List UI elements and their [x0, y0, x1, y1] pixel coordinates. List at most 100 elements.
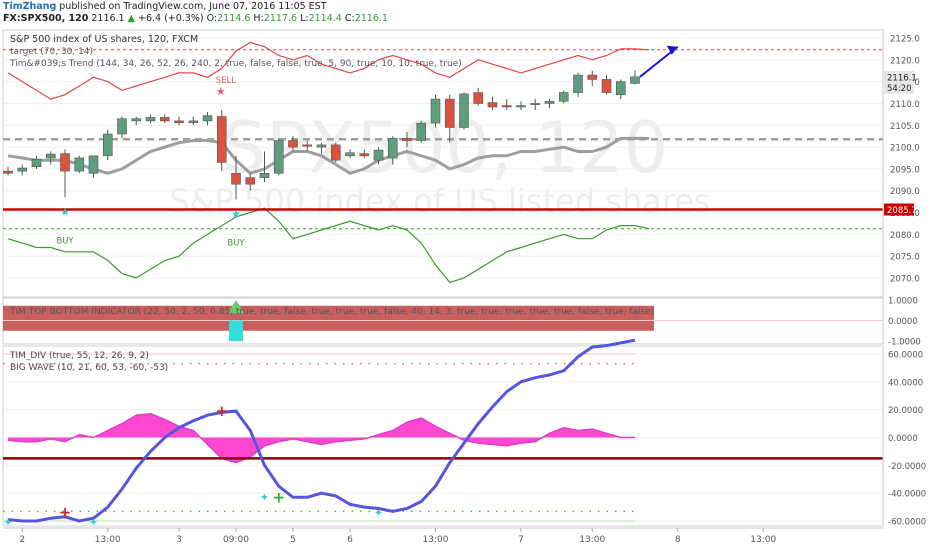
candle [17, 167, 28, 172]
buy-label: BUY [227, 238, 245, 248]
price-tick-label: 2095.0 [890, 165, 920, 175]
candle [188, 120, 199, 123]
main-overlay: ★SELL★BUY★BUY [56, 45, 679, 248]
price-label: 2116.1 [887, 73, 917, 83]
price-label: 54:20 [887, 84, 912, 94]
osc-tick-label: 0.0000 [888, 317, 918, 327]
arrow-head-icon [666, 45, 678, 55]
close-value: 2116.1 [354, 13, 388, 24]
candle [373, 149, 384, 161]
candle [302, 144, 313, 147]
price-tick-label: 2110.0 [890, 100, 920, 110]
main-indicator-lines [3, 41, 883, 284]
close-label: C: [344, 13, 355, 24]
main-grid [3, 37, 883, 279]
cyan-star-icon: ✦ [374, 506, 383, 519]
osc-top-triangle-icon [228, 300, 244, 314]
candle [573, 74, 583, 93]
time-tick-label: 13:00 [579, 535, 605, 545]
candle [601, 79, 612, 93]
low-value: 2114.4 [308, 13, 342, 24]
candle [3, 170, 13, 174]
osc-axis: 1.0000 0.0000 -1.0000 [882, 297, 921, 348]
red-plus-icon: + [215, 402, 228, 420]
top-bottom-indicator [3, 300, 883, 341]
quote-line: FX:SPX500, 120 2116.1 ▲ +6.4 (+0.3%) O:2… [3, 13, 388, 25]
price-tick-label: 2080.0 [890, 231, 920, 241]
divergence-lines: +++✦ ✦✦✦ [3, 338, 883, 529]
publish-text: published on TradingView.com, June 07, 2… [59, 1, 327, 12]
div-tick-label: -20.0000 [888, 462, 926, 472]
candle [330, 144, 341, 161]
green-plus-icon: + [272, 488, 285, 506]
legend-target: target (70, 30, 14) [10, 47, 93, 57]
buy-star-icon: ★ [60, 205, 70, 218]
price-change: +6.4 (+0.3%) [137, 13, 204, 24]
candle [174, 120, 184, 123]
candles [3, 70, 640, 200]
div-tick-label: 40.0000 [888, 378, 923, 388]
price-label-box [884, 203, 914, 216]
price-axis[interactable]: 2070.02075.02080.02085.02090.02095.02100… [882, 30, 920, 297]
candle [31, 159, 42, 168]
price-label-box [884, 81, 914, 94]
osc-tick-label: -1.0000 [888, 338, 921, 348]
candle [74, 157, 85, 172]
wave-title: BIG WAVE (10, 21, 60, 53, -60, -53) [10, 363, 168, 373]
high-label: H: [253, 13, 264, 24]
candle [202, 115, 213, 122]
time-axis[interactable]: 2 13:00 3 09:00 5 6 13:00 7 13:00 8 13:00 [3, 527, 883, 545]
candle [359, 153, 370, 157]
price-tick-label: 2125.0 [890, 35, 920, 45]
candle [245, 177, 256, 185]
legend-trend: Tim&#039;s Trend (144, 34, 26, 52, 26, 2… [9, 59, 462, 69]
candle [558, 92, 569, 102]
price-tick-label: 2075.0 [890, 253, 920, 263]
candle [102, 133, 113, 157]
price-label: 2085.7 [887, 206, 917, 216]
price-tick-label: 2070.0 [890, 275, 920, 285]
osc-band [3, 305, 654, 331]
time-tick-label: 2 [19, 535, 25, 545]
candle [288, 140, 298, 148]
symbol-label: FX:SPX500, 120 [3, 13, 89, 24]
div-tick-label: -40.0000 [888, 490, 926, 500]
candle [387, 138, 398, 159]
candle [259, 172, 270, 178]
ma-line [7, 136, 650, 175]
candle [444, 98, 455, 128]
time-tick-label: 5 [290, 535, 296, 545]
header: TimZhang published on TradingView.com, J… [3, 1, 388, 25]
time-tick-label: 13:00 [423, 535, 449, 545]
candle [145, 117, 156, 122]
big-wave-area [8, 413, 635, 463]
candle [60, 153, 70, 172]
candle [473, 92, 484, 104]
candle [430, 98, 441, 124]
cyan-star-icon: ✦ [89, 516, 98, 529]
candle [630, 76, 640, 84]
div-tick-label: 0.0000 [888, 434, 918, 444]
candle [216, 116, 227, 163]
price-tick-label: 2120.0 [890, 56, 920, 66]
divergence-axis: 60.0000 40.0000 20.0000 0.0000 -20.0000 -40.0… [882, 346, 926, 528]
candle [416, 122, 427, 141]
time-tick-label: 09:00 [223, 535, 249, 545]
author-link[interactable]: TimZhang [3, 1, 57, 12]
div-tick-label: 20.0000 [888, 406, 923, 416]
time-tick-label: 3 [176, 535, 182, 545]
price-tick-label: 2105.0 [890, 122, 920, 132]
high-value: 2117.6 [263, 13, 298, 24]
candle [516, 105, 526, 108]
candle [615, 81, 626, 96]
candle [345, 152, 355, 157]
cyan-star-icon: ✦ [260, 491, 269, 504]
candle [544, 100, 555, 104]
osc-title: TIM TOP BOTTOM INDICATOR (22, 50, 2, 50,… [9, 307, 654, 317]
time-tick-label: 13:00 [95, 535, 121, 545]
candle [459, 93, 469, 128]
big-wave-line [7, 413, 635, 464]
candle [402, 138, 412, 141]
candle [587, 74, 598, 80]
